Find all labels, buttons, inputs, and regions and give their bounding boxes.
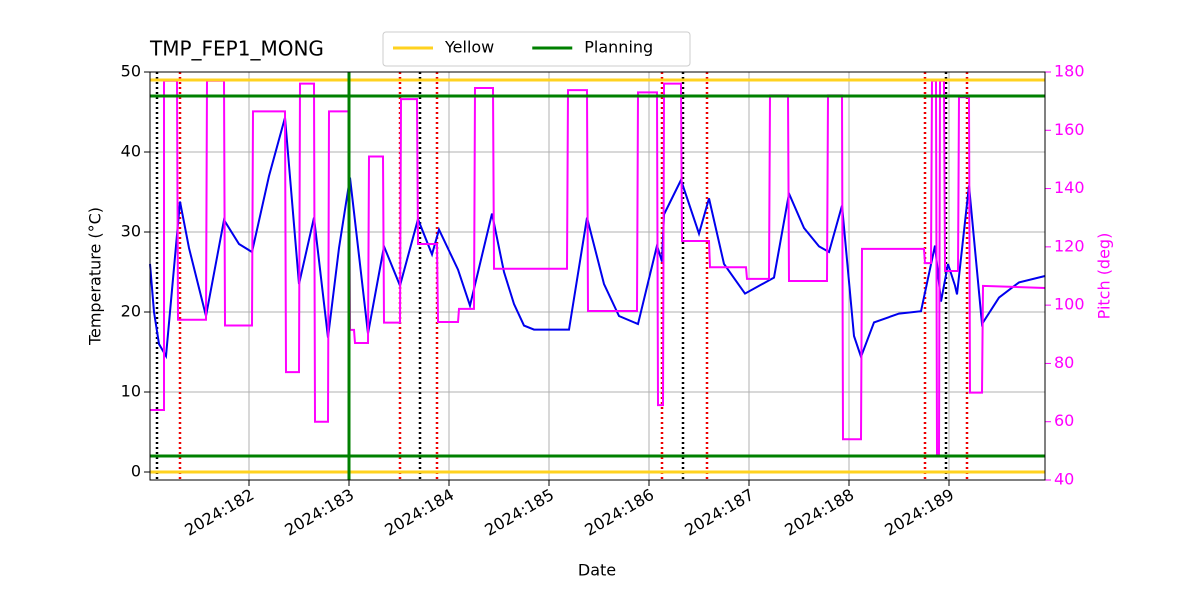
x-tick-label: 2024:189 — [881, 485, 957, 540]
x-tick-label: 2024:184 — [381, 485, 457, 540]
x-tick-label: 2024:182 — [181, 485, 257, 540]
y2-tick-label: 80 — [1054, 353, 1074, 372]
y2-tick-label: 140 — [1054, 178, 1085, 197]
series-line — [149, 117, 1046, 360]
series-line — [150, 79, 1046, 455]
legend-label: Planning — [584, 38, 653, 57]
y-tick-label: 30 — [121, 222, 141, 241]
y2-tick-label: 120 — [1054, 236, 1085, 255]
chart-title: TMP_FEP1_MONG — [149, 37, 324, 61]
y2-tick-label: 180 — [1054, 62, 1085, 81]
plot-frame — [149, 71, 1046, 481]
x-tick-label: 2024:185 — [481, 485, 557, 540]
y2-tick-label: 60 — [1054, 411, 1074, 430]
legend-label: Yellow — [444, 38, 494, 57]
x-axis-label: Date — [578, 561, 616, 580]
x-tick-label: 2024:188 — [781, 485, 857, 540]
y-tick-label: 40 — [121, 142, 141, 161]
y2-tick-label: 40 — [1054, 470, 1074, 489]
x-tick-label: 2024:187 — [681, 485, 757, 540]
y-tick-label: 20 — [121, 302, 141, 321]
y-tick-label: 50 — [121, 62, 141, 81]
y-axis-label: Temperature (°C) — [86, 207, 105, 346]
y2-axis-label: Pitch (deg) — [1095, 233, 1114, 320]
x-tick-label: 2024:186 — [581, 485, 657, 540]
y2-tick-label: 160 — [1054, 120, 1085, 139]
x-tick-label: 2024:183 — [281, 485, 357, 540]
y-tick-label: 10 — [121, 382, 141, 401]
y2-tick-label: 100 — [1054, 295, 1085, 314]
y-tick-label: 0 — [131, 462, 141, 481]
